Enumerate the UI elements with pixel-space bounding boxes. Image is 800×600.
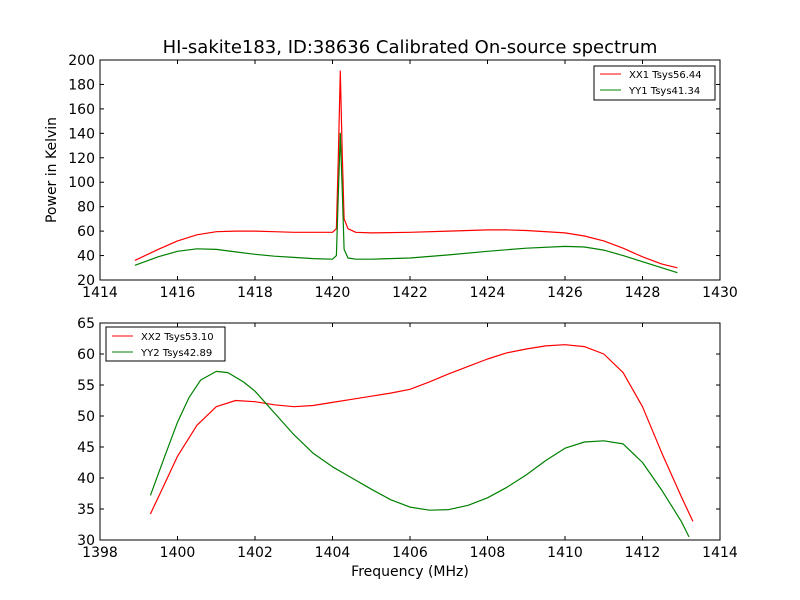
bottom-series-lines	[149, 344, 694, 538]
top-axis-ticks: 1414 1416 1418 1420 1422 1424 1426 1428 1430 20 40…	[68, 53, 738, 301]
bottom-legend: XX2 Tsys53.10 YY2 Tsys42.89	[105, 326, 226, 362]
top-legend-box	[593, 65, 716, 101]
top-y-tick-label: 80	[77, 200, 95, 216]
bottom-x-tick-label: 1406	[392, 545, 428, 561]
top-series-line-yy	[134, 132, 678, 274]
bottom-y-tick-label: 55	[77, 378, 95, 394]
legend-label-xx1: XX1 Tsys56.44	[629, 70, 702, 81]
top-x-tick-label: 1418	[237, 285, 273, 301]
bottom-y-tick-label: 60	[77, 347, 95, 363]
top-series-lines	[134, 70, 678, 274]
bottom-x-tick-label: 1404	[315, 545, 351, 561]
top-y-tick-label: 100	[68, 175, 95, 191]
top-x-tick-label: 1424	[470, 285, 506, 301]
x-axis-label: Frequency (MHz)	[351, 564, 469, 580]
top-y-axis-label: Power in Kelvin	[44, 117, 60, 223]
chart-title: HI-sakite183, ID:38636 Calibrated On-sou…	[163, 37, 658, 58]
top-panel: 1414 1416 1418 1420 1422 1424 1426 1428 1430 20 40…	[44, 53, 738, 301]
top-x-tick-label: 1414	[82, 285, 118, 301]
top-series-line-xx	[134, 70, 678, 269]
top-y-tick-label: 180	[68, 77, 95, 93]
top-x-tick-label: 1430	[702, 285, 738, 301]
legend-label-yy1: YY1 Tsys41.34	[628, 86, 700, 97]
bottom-y-tick-label: 35	[77, 502, 95, 518]
bottom-x-tick-label: 1402	[237, 545, 273, 561]
bottom-x-tick-label: 1412	[625, 545, 661, 561]
top-y-tick-label: 60	[77, 224, 95, 240]
top-x-tick-label: 1420	[315, 285, 351, 301]
bottom-legend-box	[105, 326, 226, 362]
bottom-axis-ticks: 1398 1400 1402 1404 1406 1408 1410 1412 1414 30 35…	[77, 316, 738, 561]
top-y-tick-label: 40	[77, 249, 95, 265]
bottom-series-line-yy	[149, 370, 690, 538]
bottom-x-tick-label: 1414	[702, 545, 738, 561]
top-x-tick-label: 1422	[392, 285, 428, 301]
legend-label-xx2: XX2 Tsys53.10	[141, 332, 214, 343]
bottom-series-line-xx	[149, 344, 694, 522]
legend-label-yy2: YY2 Tsys42.89	[140, 348, 212, 359]
bottom-panel: 1398 1400 1402 1404 1406 1408 1410 1412 1414 30 35…	[77, 316, 738, 580]
top-x-tick-label: 1428	[625, 285, 661, 301]
bottom-y-tick-label: 45	[77, 440, 95, 456]
bottom-x-tick-label: 1398	[82, 545, 118, 561]
bottom-y-tick-label: 30	[77, 533, 95, 549]
bottom-x-tick-label: 1400	[160, 545, 196, 561]
bottom-y-tick-label: 40	[77, 471, 95, 487]
bottom-x-tick-label: 1410	[547, 545, 583, 561]
top-y-tick-label: 160	[68, 102, 95, 118]
top-y-tick-label: 20	[77, 273, 95, 289]
bottom-y-tick-label: 65	[77, 316, 95, 332]
top-y-tick-label: 200	[68, 53, 95, 69]
top-y-tick-label: 120	[68, 151, 95, 167]
top-y-tick-label: 140	[68, 126, 95, 142]
bottom-x-tick-label: 1408	[470, 545, 506, 561]
top-legend: XX1 Tsys56.44 YY1 Tsys41.34	[593, 65, 716, 101]
top-x-tick-label: 1416	[160, 285, 196, 301]
top-x-tick-label: 1426	[547, 285, 583, 301]
bottom-y-tick-label: 50	[77, 409, 95, 425]
